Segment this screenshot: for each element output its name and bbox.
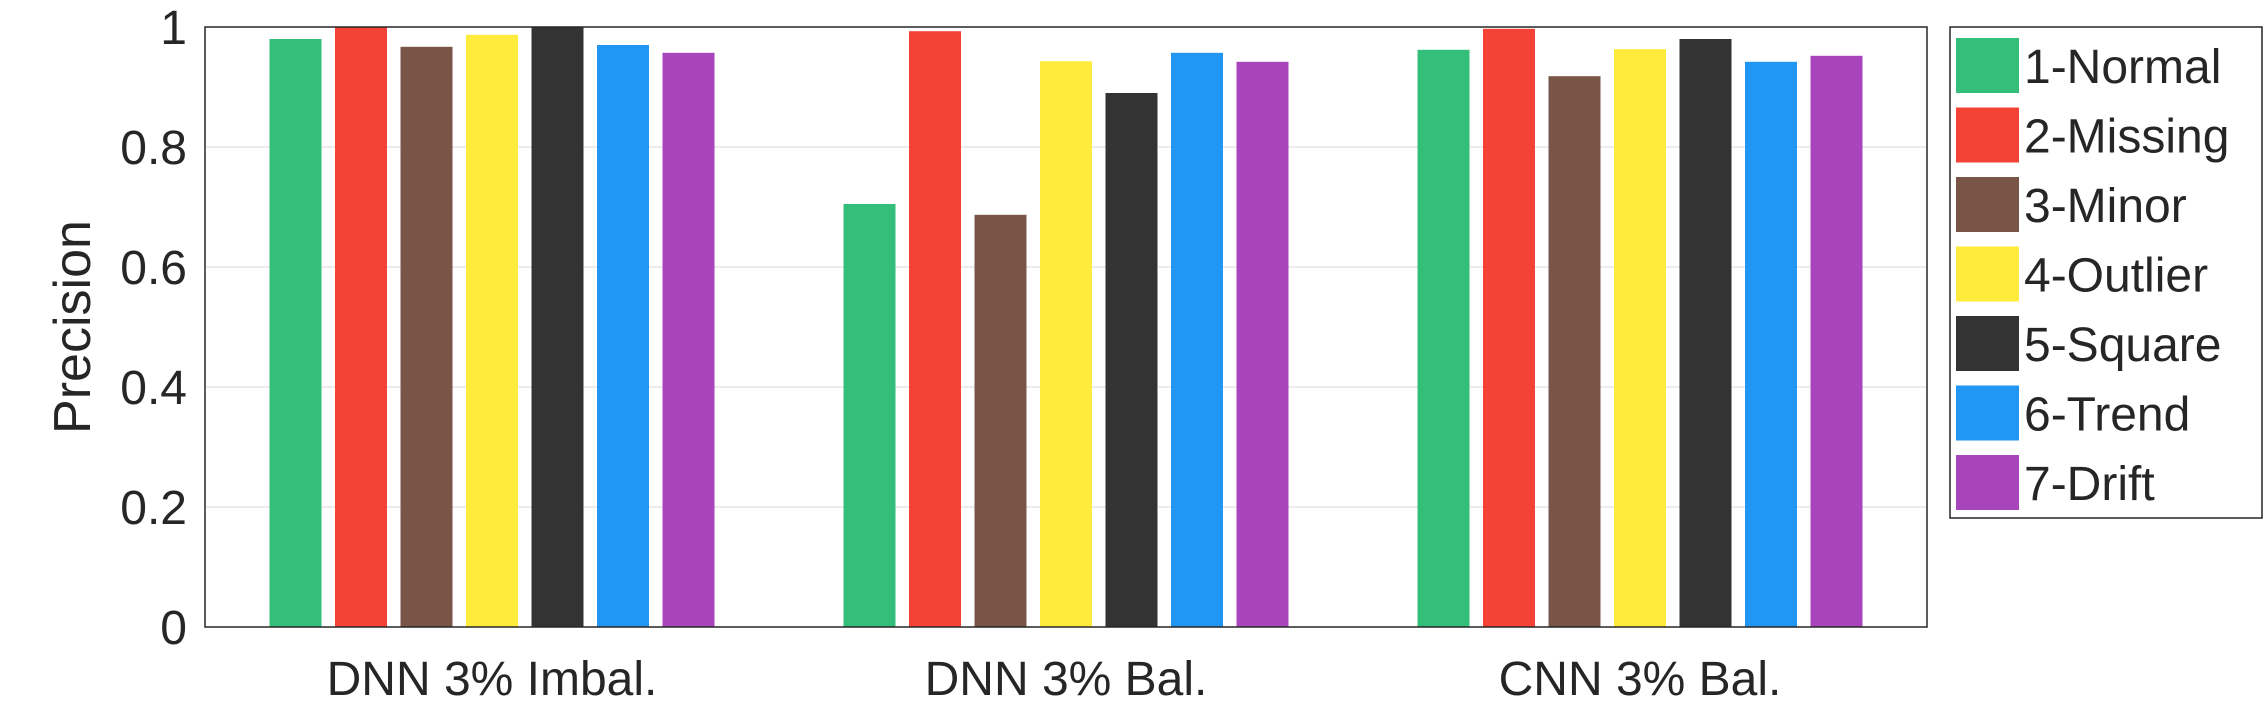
bar-4-outlier-3 [1614,49,1666,627]
x-tick-labels: DNN 3% Imbal. DNN 3% Bal. CNN 3% Bal. [327,653,1782,706]
y-tick-label: 0.2 [120,482,187,535]
legend-label: 2-Missing [2024,111,2229,164]
legend: 1-Normal 2-Missing 3-Minor 4-Outlier 5-Squar… [1949,26,2263,519]
bar-6-trend-2 [1171,52,1223,628]
y-tick-label: 0.6 [120,242,187,295]
bar-1-normal-2 [843,204,896,627]
legend-label: 4-Outlier [2024,250,2208,303]
legend-swatch [1956,38,2019,93]
legend-label: 1-Normal [2024,41,2221,94]
y-axis-label: Precision [44,220,102,434]
bar-3-minor-3 [1548,76,1601,627]
y-tick-labels: 0 0.2 0.4 0.6 0.8 1 [120,2,187,655]
y-tick-label: 0.8 [120,122,187,175]
bar-5-square-3 [1679,39,1732,627]
legend-swatch [1956,385,2019,441]
bar-6-trend-1 [597,45,649,627]
x-tick-label: DNN 3% Bal. [925,653,1208,703]
bar-5-square-1 [531,27,584,627]
legend-label: 3-Minor [2024,180,2187,233]
bar-4-outlier-1 [466,34,518,628]
legend-label: 7-Drift [2024,458,2155,511]
bars [269,27,1863,628]
legend-swatch [1956,246,2019,302]
bar-2-missing-3 [1483,28,1535,628]
bar-2-missing-1 [335,27,387,627]
bar-3-minor-1 [400,46,453,628]
plot-frame [204,26,1928,628]
bar-7-drift-3 [1810,55,1863,628]
legend-items: 1-Normal 2-Missing 3-Minor 4-Outlier 5-Squar… [1956,38,2229,511]
y-tick-label: 1 [160,2,187,55]
bar-1-normal-3 [1417,49,1470,628]
x-tick-label: DNN 3% Imbal. [327,653,658,703]
legend-label: 6-Trend [2024,389,2190,442]
legend-swatch [1956,177,2019,232]
legend-swatch [1956,455,2019,510]
bar-1-normal-1 [269,39,322,627]
y-tick-label: 0.4 [120,362,187,415]
bar-2-missing-2 [909,31,961,627]
bar-5-square-2 [1105,93,1158,627]
y-tick-label: 0 [160,602,187,655]
bar-7-drift-1 [662,52,715,628]
bar-3-minor-2 [974,214,1027,628]
bar-6-trend-3 [1745,61,1797,628]
bar-4-outlier-2 [1040,61,1092,627]
legend-swatch [1956,107,2019,163]
bar-7-drift-2 [1236,61,1289,628]
legend-swatch [1956,316,2019,371]
legend-label: 5-Square [2024,319,2221,372]
x-tick-label: CNN 3% Bal. [1499,653,1782,703]
